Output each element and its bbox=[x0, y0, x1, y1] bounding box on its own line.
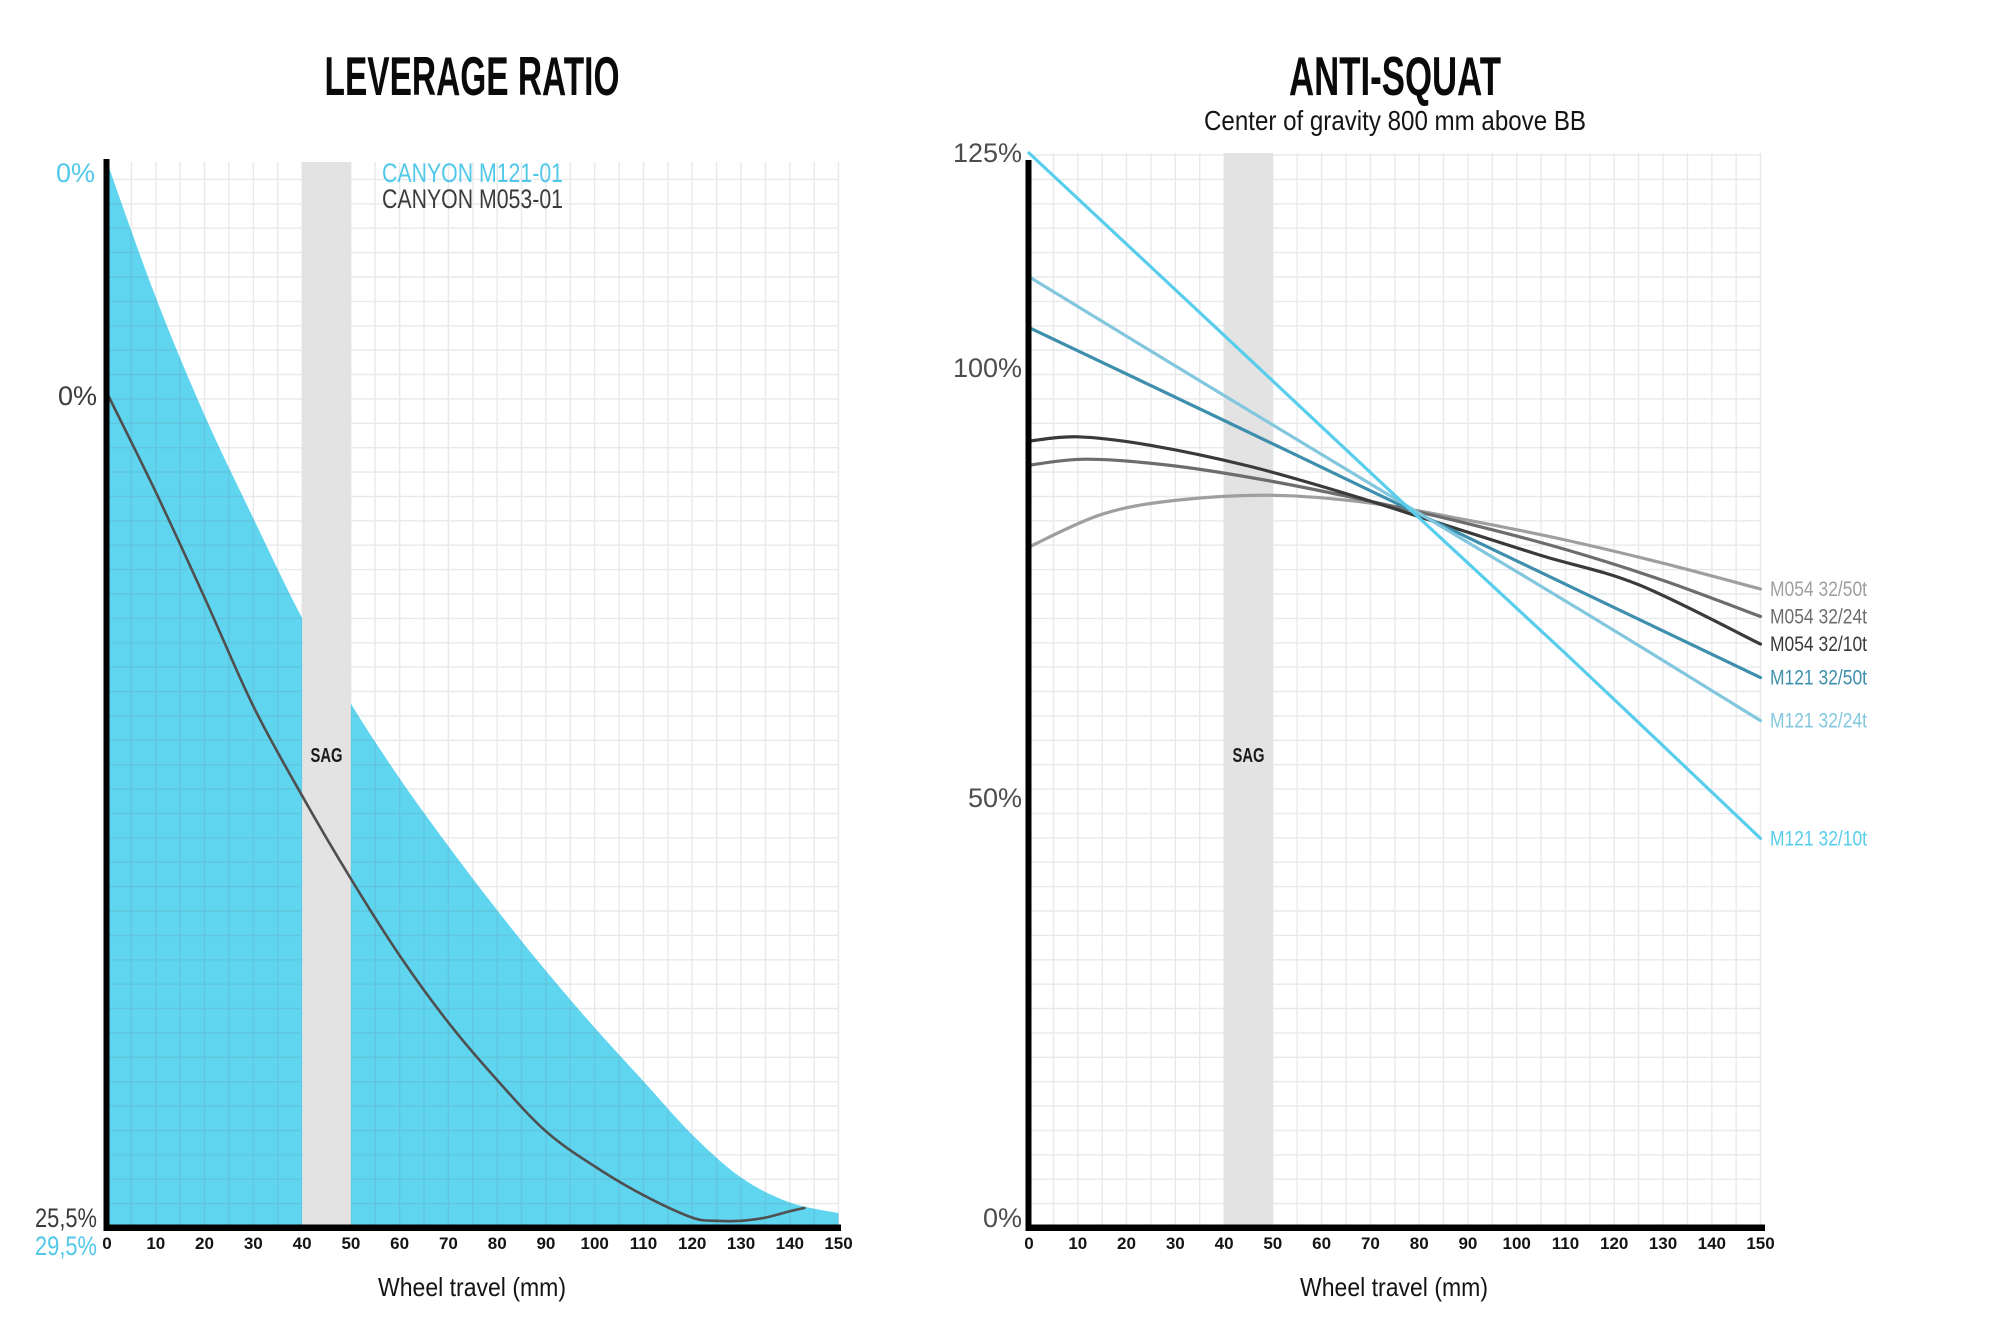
antisquat-y-tick-100: 100% bbox=[953, 353, 1022, 383]
antisquat-sag-band bbox=[1224, 153, 1273, 1225]
leverage-x-axis-title: Wheel travel (mm) bbox=[378, 1272, 566, 1302]
leverage-x-tick-140: 140 bbox=[776, 1234, 804, 1253]
leverage-m121-end-label: 29,5% bbox=[35, 1231, 97, 1261]
leverage-x-tick-labels: 0 10 20 30 40 50 60 70 80 90 100 110 120 130 140 150 bbox=[102, 1234, 852, 1253]
leverage-m053-start-label: 0% bbox=[58, 381, 97, 411]
leverage-x-tick-100: 100 bbox=[581, 1234, 609, 1253]
antisquat-x-tick-10: 10 bbox=[1068, 1234, 1087, 1253]
antisquat-x-tick-80: 80 bbox=[1410, 1234, 1429, 1253]
leverage-x-tick-0: 0 bbox=[102, 1234, 111, 1253]
leverage-x-tick-60: 60 bbox=[390, 1234, 409, 1253]
antisquat-x-axis-title: Wheel travel (mm) bbox=[1300, 1272, 1488, 1302]
leverage-m121-area bbox=[107, 162, 839, 1228]
leverage-sag-band bbox=[302, 162, 351, 1225]
legend-canyon-m053: CANYON M053-01 bbox=[382, 184, 563, 214]
leverage-x-tick-110: 110 bbox=[630, 1234, 657, 1253]
antisquat-lines-layer bbox=[1027, 151, 1763, 840]
leverage-x-tick-30: 30 bbox=[244, 1234, 263, 1253]
leverage-x-tick-90: 90 bbox=[536, 1234, 555, 1253]
leverage-x-tick-80: 80 bbox=[488, 1234, 507, 1253]
antisquat-x-tick-60: 60 bbox=[1312, 1234, 1331, 1253]
series-label-m121-32-24t: M121 32/24t bbox=[1770, 710, 1867, 733]
antisquat-x-tick-150: 150 bbox=[1746, 1234, 1774, 1253]
antisquat-line-m054-32-10t bbox=[1027, 435, 1763, 646]
legend-canyon-m121: CANYON M121-01 bbox=[382, 158, 563, 188]
antisquat-x-tick-labels: 0 10 20 30 40 50 60 70 80 90 100 110 120 130 140 150 bbox=[1024, 1234, 1774, 1253]
antisquat-title: ANTI-SQUAT bbox=[1289, 45, 1501, 107]
antisquat-x-tick-110: 110 bbox=[1552, 1234, 1579, 1253]
leverage-x-tick-150: 150 bbox=[824, 1234, 852, 1253]
series-label-m054-32-50t: M054 32/50t bbox=[1770, 578, 1867, 601]
antisquat-x-tick-140: 140 bbox=[1698, 1234, 1726, 1253]
leverage-x-tick-120: 120 bbox=[678, 1234, 706, 1253]
antisquat-grid-lines bbox=[1029, 153, 1762, 1228]
leverage-x-tick-10: 10 bbox=[146, 1234, 165, 1253]
antisquat-sag-label: SAG bbox=[1233, 745, 1265, 767]
leverage-m053-curve bbox=[105, 391, 806, 1223]
leverage-x-tick-20: 20 bbox=[195, 1234, 214, 1253]
antisquat-y-tick-labels: 125% 100% 50% 0% bbox=[953, 138, 1022, 1233]
antisquat-x-tick-130: 130 bbox=[1649, 1234, 1677, 1253]
antisquat-y-tick-125: 125% bbox=[953, 138, 1022, 168]
antisquat-x-tick-90: 90 bbox=[1458, 1234, 1477, 1253]
leverage-title: LEVERAGE RATIO bbox=[325, 45, 620, 107]
leverage-x-tick-130: 130 bbox=[727, 1234, 755, 1253]
antisquat-x-tick-70: 70 bbox=[1361, 1234, 1380, 1253]
leverage-m053-end-label: 25,5% bbox=[35, 1203, 97, 1233]
antisquat-x-tick-20: 20 bbox=[1117, 1234, 1136, 1253]
series-label-m054-32-24t: M054 32/24t bbox=[1770, 606, 1867, 629]
antisquat-line-m121-32-24t bbox=[1027, 275, 1763, 723]
leverage-x-tick-40: 40 bbox=[293, 1234, 312, 1253]
antisquat-x-tick-120: 120 bbox=[1600, 1234, 1628, 1253]
antisquat-x-tick-30: 30 bbox=[1166, 1234, 1185, 1253]
antisquat-x-tick-0: 0 bbox=[1024, 1234, 1033, 1253]
leverage-y-axis bbox=[103, 159, 110, 1231]
antisquat-y-axis bbox=[1025, 160, 1032, 1231]
antisquat-x-tick-50: 50 bbox=[1263, 1234, 1282, 1253]
leverage-area-layer bbox=[107, 162, 839, 1228]
antisquat-x-tick-100: 100 bbox=[1503, 1234, 1531, 1253]
series-label-m121-32-50t: M121 32/50t bbox=[1770, 667, 1867, 690]
antisquat-y-tick-50: 50% bbox=[968, 783, 1022, 813]
antisquat-y-tick-0: 0% bbox=[983, 1203, 1022, 1233]
series-label-m121-32-10t: M121 32/10t bbox=[1770, 827, 1867, 850]
leverage-m053-line-layer bbox=[105, 391, 806, 1223]
series-label-m054-32-10t: M054 32/10t bbox=[1770, 633, 1867, 656]
leverage-x-tick-70: 70 bbox=[439, 1234, 458, 1253]
antisquat-grid bbox=[1029, 153, 1762, 1228]
antisquat-series-labels: M054 32/50t M054 32/24t M054 32/10t M121 32… bbox=[1770, 578, 1867, 850]
leverage-x-tick-50: 50 bbox=[341, 1234, 360, 1253]
antisquat-x-axis bbox=[1025, 1224, 1765, 1231]
antisquat-subtitle: Center of gravity 800 mm above BB bbox=[1204, 105, 1586, 136]
leverage-m121-start-label: 0% bbox=[56, 158, 95, 188]
leverage-sag-label: SAG bbox=[311, 745, 343, 767]
leverage-x-axis bbox=[103, 1224, 841, 1231]
antisquat-x-tick-40: 40 bbox=[1215, 1234, 1234, 1253]
antisquat-line-m121-32-10t bbox=[1027, 151, 1763, 840]
